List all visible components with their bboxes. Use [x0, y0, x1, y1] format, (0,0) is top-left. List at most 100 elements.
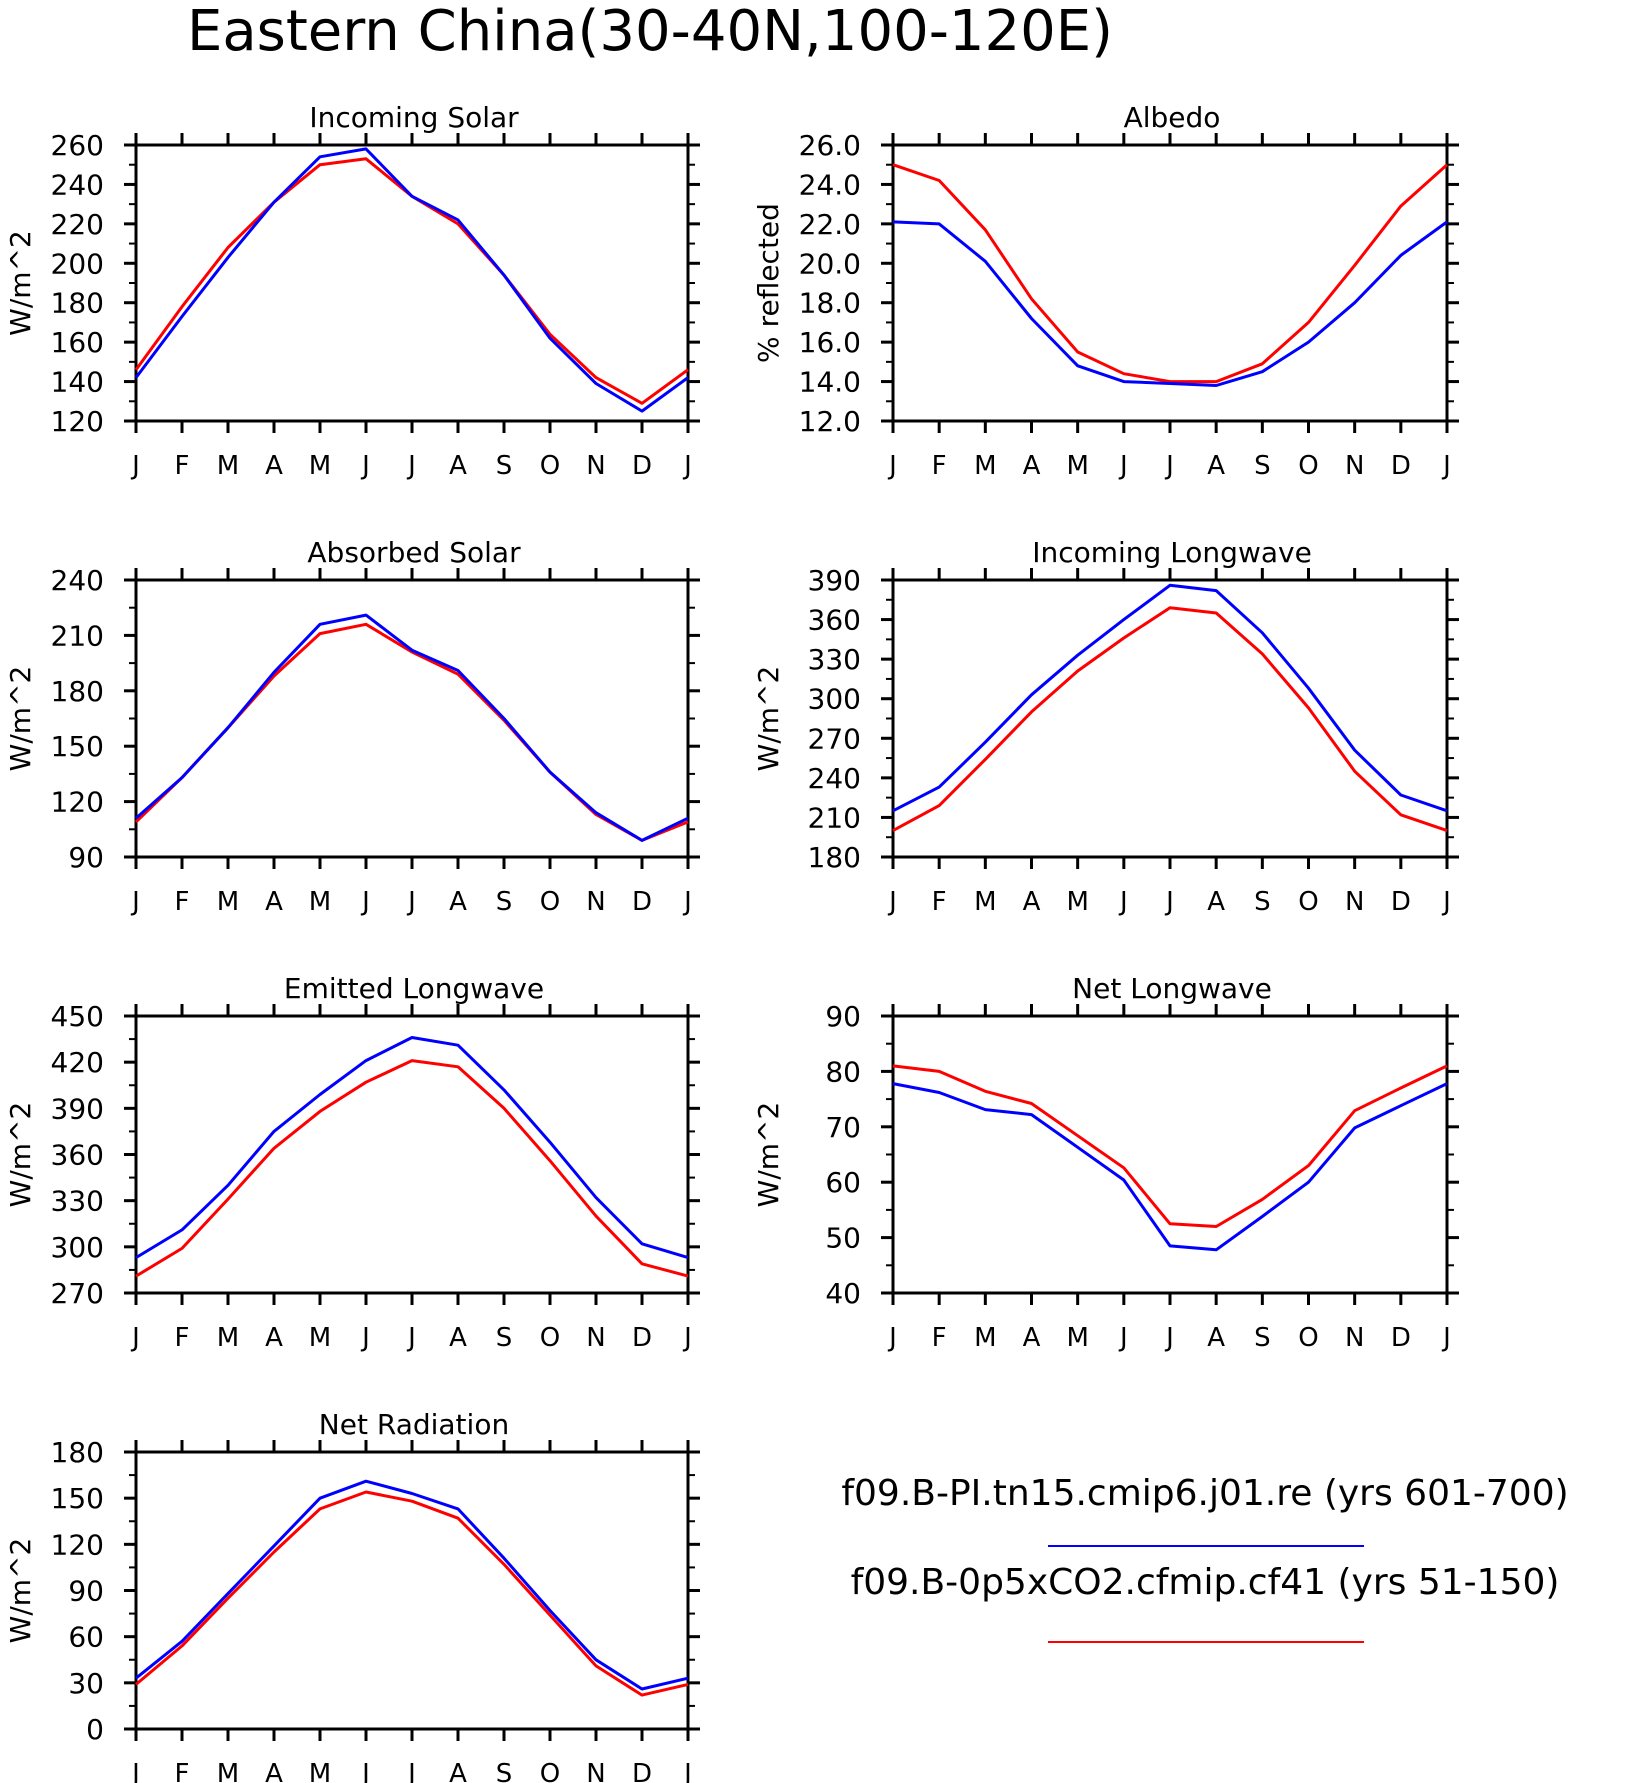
x-tick-label: J: [1441, 887, 1451, 917]
panel-7: J F M A M J J A S O N D J 0 30 60 90 120 150 180 Net Radiati…: [4, 1408, 700, 1783]
x-tick-label: J: [130, 887, 140, 917]
x-tick-label: A: [1023, 1323, 1041, 1353]
x-tick-label: M: [974, 1323, 996, 1353]
series-line-1: [892, 1082, 1448, 1252]
x-tick-label: O: [540, 451, 560, 481]
y-tick-label: 20.0: [799, 247, 861, 280]
x-tick-label: M: [217, 1323, 239, 1353]
y-tick-label: 120: [51, 1528, 104, 1561]
x-tick-label: J: [682, 1759, 692, 1783]
x-tick-label: M: [1066, 451, 1088, 481]
x-tick-label: J: [1118, 451, 1128, 481]
x-tick-label: O: [1298, 887, 1318, 917]
y-tick-label: 270: [51, 1277, 104, 1310]
y-tick-label: 90: [825, 1000, 861, 1033]
x-tick-label: J: [1164, 451, 1174, 481]
series-line-2: [892, 606, 1448, 833]
x-tick-label: J: [130, 1323, 140, 1353]
x-tick-label: O: [540, 1323, 560, 1353]
y-tick-label: 26.0: [799, 129, 861, 162]
x-tick-label: J: [887, 1323, 897, 1353]
y-tick-label: 90: [68, 1575, 104, 1608]
series-line-1: [892, 220, 1448, 387]
y-tick-label: 140: [51, 366, 104, 399]
y-tick-label: 150: [51, 730, 104, 763]
x-tick-label: A: [1023, 451, 1041, 481]
plot-frame: [134, 1014, 690, 1295]
x-tick-label: F: [175, 451, 190, 481]
x-tick-label: D: [1391, 887, 1411, 917]
panels: J F M A M J J A S O N D J120140160180200220240260Inc…: [4, 101, 1459, 1783]
y-tick-label: 60: [825, 1166, 861, 1199]
y-tick-label: 60: [68, 1621, 104, 1654]
y-axis-label: W/m^2: [4, 1538, 37, 1644]
x-tick-label: A: [265, 1759, 283, 1783]
x-tick-label: F: [932, 1323, 947, 1353]
y-tick-label: 210: [51, 619, 104, 652]
x-tick-label: J: [1164, 887, 1174, 917]
y-tick-label: 0: [86, 1713, 104, 1746]
x-tick-label: N: [586, 1759, 605, 1783]
plot-frame: [134, 578, 690, 859]
x-tick-label: O: [1298, 451, 1318, 481]
x-tick-label: D: [632, 1759, 652, 1783]
y-tick-label: 180: [808, 841, 861, 874]
y-tick-label: 18.0: [799, 287, 861, 320]
x-tick-label: J: [1164, 1323, 1174, 1353]
panel-title: Net Radiation: [319, 1408, 509, 1441]
x-tick-label: F: [175, 1759, 190, 1783]
y-tick-label: 330: [808, 643, 861, 676]
x-tick-label: S: [496, 887, 513, 917]
y-axis-label: W/m^2: [752, 666, 785, 772]
x-tick-label: M: [217, 451, 239, 481]
plot-frame: [891, 143, 1449, 423]
y-tick-label: 240: [808, 762, 861, 795]
plot-frame: [134, 143, 690, 423]
x-tick-label: J: [1441, 1323, 1451, 1353]
panel-title: Emitted Longwave: [284, 972, 544, 1005]
x-tick-label: S: [496, 1323, 513, 1353]
x-tick-label: J: [130, 451, 140, 481]
x-tick-label: J: [1118, 1323, 1128, 1353]
panel-title: Incoming Solar: [309, 101, 519, 134]
x-tick-label: A: [1023, 887, 1041, 917]
y-axis-label: % reflected: [752, 203, 785, 363]
y-tick-label: 160: [51, 326, 104, 359]
y-tick-label: 12.0: [799, 405, 861, 438]
x-tick-label: F: [932, 887, 947, 917]
y-tick-label: 22.0: [799, 208, 861, 241]
x-tick-label: J: [406, 887, 416, 917]
series-line-2: [135, 1059, 689, 1278]
y-tick-label: 390: [808, 564, 861, 597]
x-tick-label: S: [1254, 451, 1271, 481]
y-tick-label: 360: [808, 604, 861, 637]
x-tick-label: J: [682, 1323, 692, 1353]
x-tick-label: D: [1391, 1323, 1411, 1353]
panel-4: J F M A M J J A S O N D J180210240270300330360390Inc…: [752, 536, 1459, 917]
y-tick-label: 420: [51, 1046, 104, 1079]
y-tick-label: 220: [51, 208, 104, 241]
series-line-2: [135, 1490, 689, 1697]
series-line-1: [892, 583, 1448, 813]
x-tick-label: M: [1066, 887, 1088, 917]
plot-frame: [891, 1014, 1449, 1295]
y-tick-label: 16.0: [799, 326, 861, 359]
x-tick-label: D: [632, 1323, 652, 1353]
x-tick-label: A: [449, 1759, 467, 1783]
y-axis-label: W/m^2: [4, 230, 37, 336]
panel-title: Absorbed Solar: [307, 536, 521, 569]
x-tick-label: O: [540, 1759, 560, 1783]
x-tick-label: N: [1345, 887, 1364, 917]
x-tick-label: M: [217, 887, 239, 917]
y-tick-label: 300: [51, 1231, 104, 1264]
x-tick-label: J: [682, 887, 692, 917]
x-tick-label: M: [974, 451, 996, 481]
y-tick-label: 150: [51, 1482, 104, 1515]
series-line-1: [135, 1479, 689, 1691]
y-tick-label: 200: [51, 247, 104, 280]
y-tick-label: 390: [51, 1092, 104, 1125]
plot-frame: [891, 578, 1449, 859]
y-tick-label: 40: [825, 1277, 861, 1310]
y-tick-label: 240: [51, 564, 104, 597]
